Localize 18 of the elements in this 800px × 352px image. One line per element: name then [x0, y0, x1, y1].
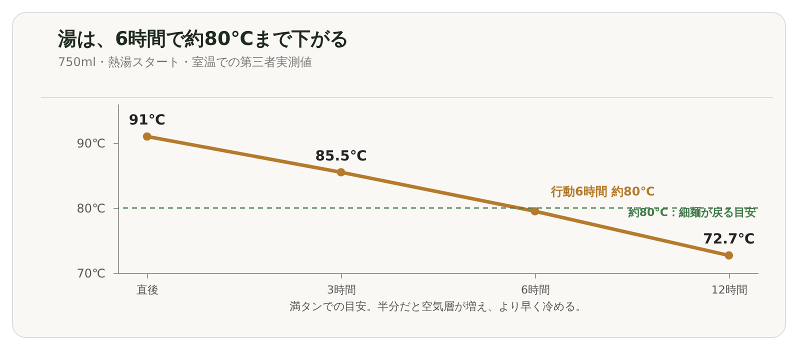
data-label: 72.7℃ — [703, 231, 755, 248]
chart-title: 湯は、6時間で約80℃まで下がる — [57, 28, 349, 50]
x-tick-label: 6時間 — [520, 284, 550, 296]
annotation: 行動6時間 約80℃ — [550, 184, 655, 198]
y-tick-label: 70℃ — [76, 266, 106, 280]
x-tick-label: 直後 — [136, 284, 159, 296]
x-tick-label: 3時間 — [327, 284, 356, 296]
data-label: 85.5℃ — [315, 148, 367, 164]
point — [142, 132, 152, 141]
y-tick-label: 90℃ — [76, 136, 106, 150]
chart-subtitle: 750ml・熱湯スタート・室温での第三者実測値 — [58, 55, 312, 69]
point — [530, 207, 540, 216]
point — [336, 168, 346, 176]
y-tick-label: 80℃ — [76, 202, 106, 216]
x-tick-label: 12時間 — [711, 284, 748, 296]
data-label: 91℃ — [128, 112, 166, 128]
text: 満タンでの目安。半分だと空気層が増え、より早く冷める。 — [290, 300, 586, 313]
point — [724, 251, 734, 260]
